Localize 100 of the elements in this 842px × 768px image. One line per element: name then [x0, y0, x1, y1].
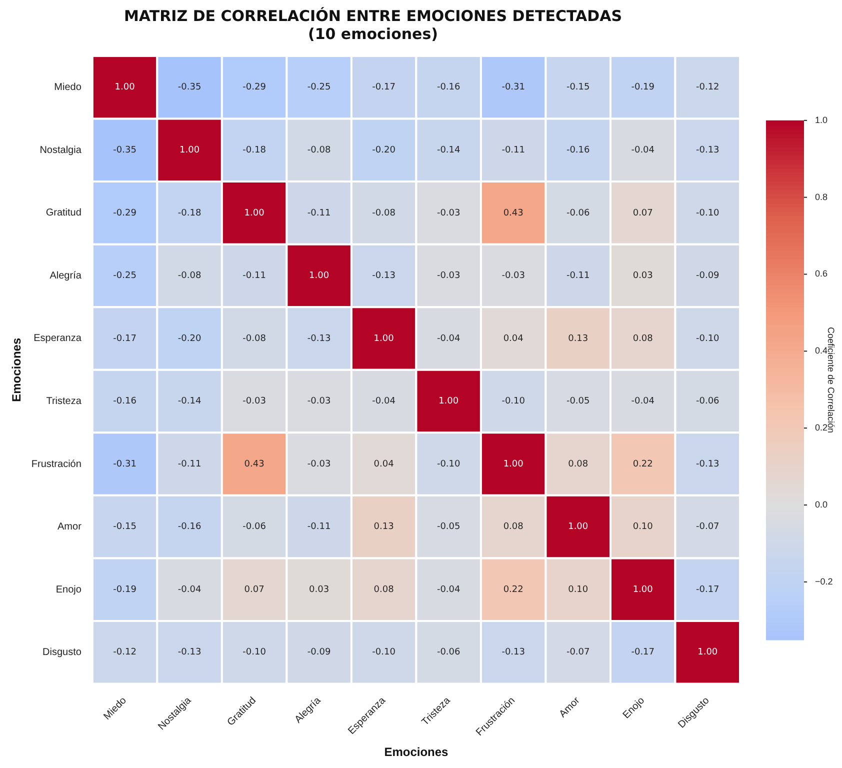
data-label: -0.04	[178, 584, 202, 595]
data-label: -0.12	[696, 82, 720, 93]
data-label: -0.13	[178, 648, 202, 658]
color-bar-label: 1.0	[815, 114, 828, 125]
data-label: 1.00	[244, 208, 265, 218]
data-label: 0.08	[632, 334, 654, 344]
data-label: -0.04	[436, 334, 460, 344]
data-label: 1.00	[309, 271, 330, 282]
y-tick-label: Disgusto	[42, 647, 82, 658]
data-label: -0.29	[113, 208, 137, 218]
data-label: 0.03	[309, 584, 330, 595]
x-axis-title: Emociones	[384, 745, 449, 760]
data-label: -0.35	[113, 146, 136, 156]
data-label: 1.00	[438, 396, 459, 407]
y-tick-label: Nostalgia	[40, 144, 82, 156]
data-label: 0.08	[503, 522, 524, 532]
data-label: -0.15	[566, 82, 590, 93]
data-label: -0.29	[242, 82, 266, 93]
data-label: -0.18	[178, 208, 202, 218]
data-label: -0.31	[502, 82, 525, 93]
data-label: 0.04	[374, 459, 394, 470]
y-tick-label: Gratitud	[46, 208, 82, 219]
data-label: -0.10	[436, 459, 460, 470]
data-label: -0.31	[113, 459, 136, 470]
data-label: -0.10	[696, 334, 720, 344]
data-label: -0.10	[502, 396, 526, 407]
data-label: -0.10	[372, 648, 396, 658]
y-tick-label: Enojo	[56, 584, 82, 596]
data-label: 0.22	[503, 584, 524, 595]
data-label: -0.05	[436, 522, 460, 532]
data-label: -0.20	[178, 334, 202, 344]
data-label: 0.07	[632, 208, 653, 218]
y-tick-label: Esperanza	[34, 333, 82, 344]
data-label: -0.06	[436, 648, 460, 658]
color-bar-label: 0.8	[815, 192, 828, 202]
data-label: 1.00	[503, 459, 524, 470]
data-label: 0.13	[374, 522, 394, 532]
y-tick-label: Alegría	[50, 270, 82, 282]
data-label: -0.09	[307, 648, 331, 658]
data-label: -0.03	[502, 271, 525, 282]
data-label: -0.07	[696, 522, 720, 532]
data-label: -0.08	[372, 208, 396, 218]
data-label: -0.14	[436, 146, 460, 156]
data-label: -0.16	[436, 82, 460, 93]
data-label: 0.43	[503, 208, 524, 218]
data-label: 0.13	[568, 334, 588, 344]
data-label: -0.11	[307, 208, 331, 218]
y-tick-label: Amor	[58, 522, 82, 533]
data-label: 1.00	[632, 584, 654, 595]
chart-title: MATRIZ DE CORRELACIÓN ENTRE EMOCIONES DETECTADAS	[124, 6, 622, 25]
data-label: -0.03	[436, 271, 460, 282]
data-label: 0.03	[632, 271, 653, 282]
data-label: -0.17	[113, 334, 136, 344]
y-axis-title: Emociones	[10, 338, 24, 402]
data-label: -0.11	[566, 271, 590, 282]
data-label: -0.10	[242, 648, 266, 658]
data-label: -0.13	[372, 271, 396, 282]
data-label: -0.11	[502, 146, 525, 156]
data-label: -0.09	[696, 271, 720, 282]
data-label: 1.00	[180, 146, 200, 156]
data-label: -0.17	[372, 82, 396, 93]
data-label: 0.07	[244, 584, 264, 595]
data-label: -0.20	[372, 146, 396, 156]
data-label: -0.16	[113, 396, 137, 407]
data-label: -0.13	[307, 334, 331, 344]
data-label: -0.05	[566, 396, 590, 407]
data-label: 1.00	[568, 522, 588, 532]
data-label: -0.13	[502, 648, 525, 658]
color-bar-title: Coeficiente de Correlación	[826, 326, 836, 434]
color-bar-label: −0.2	[815, 576, 833, 586]
data-label: 1.00	[374, 334, 394, 344]
data-label: -0.12	[113, 648, 136, 658]
data-label: -0.03	[307, 459, 331, 470]
data-label: 0.43	[244, 459, 264, 470]
data-label: -0.17	[631, 648, 655, 658]
data-label: -0.06	[696, 396, 720, 407]
data-label: -0.08	[307, 146, 331, 156]
color-bar-label: 0.0	[815, 499, 828, 510]
data-label: -0.16	[566, 146, 590, 156]
color-bar-label: 0.6	[815, 268, 828, 279]
color-bar-label: 0.4	[815, 346, 828, 356]
y-tick-label: Tristeza	[46, 396, 82, 408]
data-label: -0.07	[566, 648, 590, 658]
data-label: -0.15	[113, 522, 136, 532]
data-label: 0.10	[568, 584, 588, 595]
data-label: -0.08	[178, 271, 202, 282]
data-label: -0.04	[372, 396, 396, 407]
data-label: 0.08	[374, 584, 394, 595]
data-label: -0.16	[178, 522, 202, 532]
color-bar-label: 0.2	[815, 422, 828, 433]
data-label: -0.08	[242, 334, 266, 344]
data-label: -0.19	[113, 584, 137, 595]
data-label: -0.06	[566, 208, 590, 218]
data-label: -0.04	[631, 396, 655, 407]
data-label: -0.03	[436, 208, 460, 218]
data-label: -0.11	[307, 522, 331, 532]
data-label: -0.25	[307, 82, 331, 93]
data-label: -0.11	[242, 271, 266, 282]
data-label: -0.13	[696, 146, 720, 156]
data-label: -0.13	[696, 459, 720, 470]
